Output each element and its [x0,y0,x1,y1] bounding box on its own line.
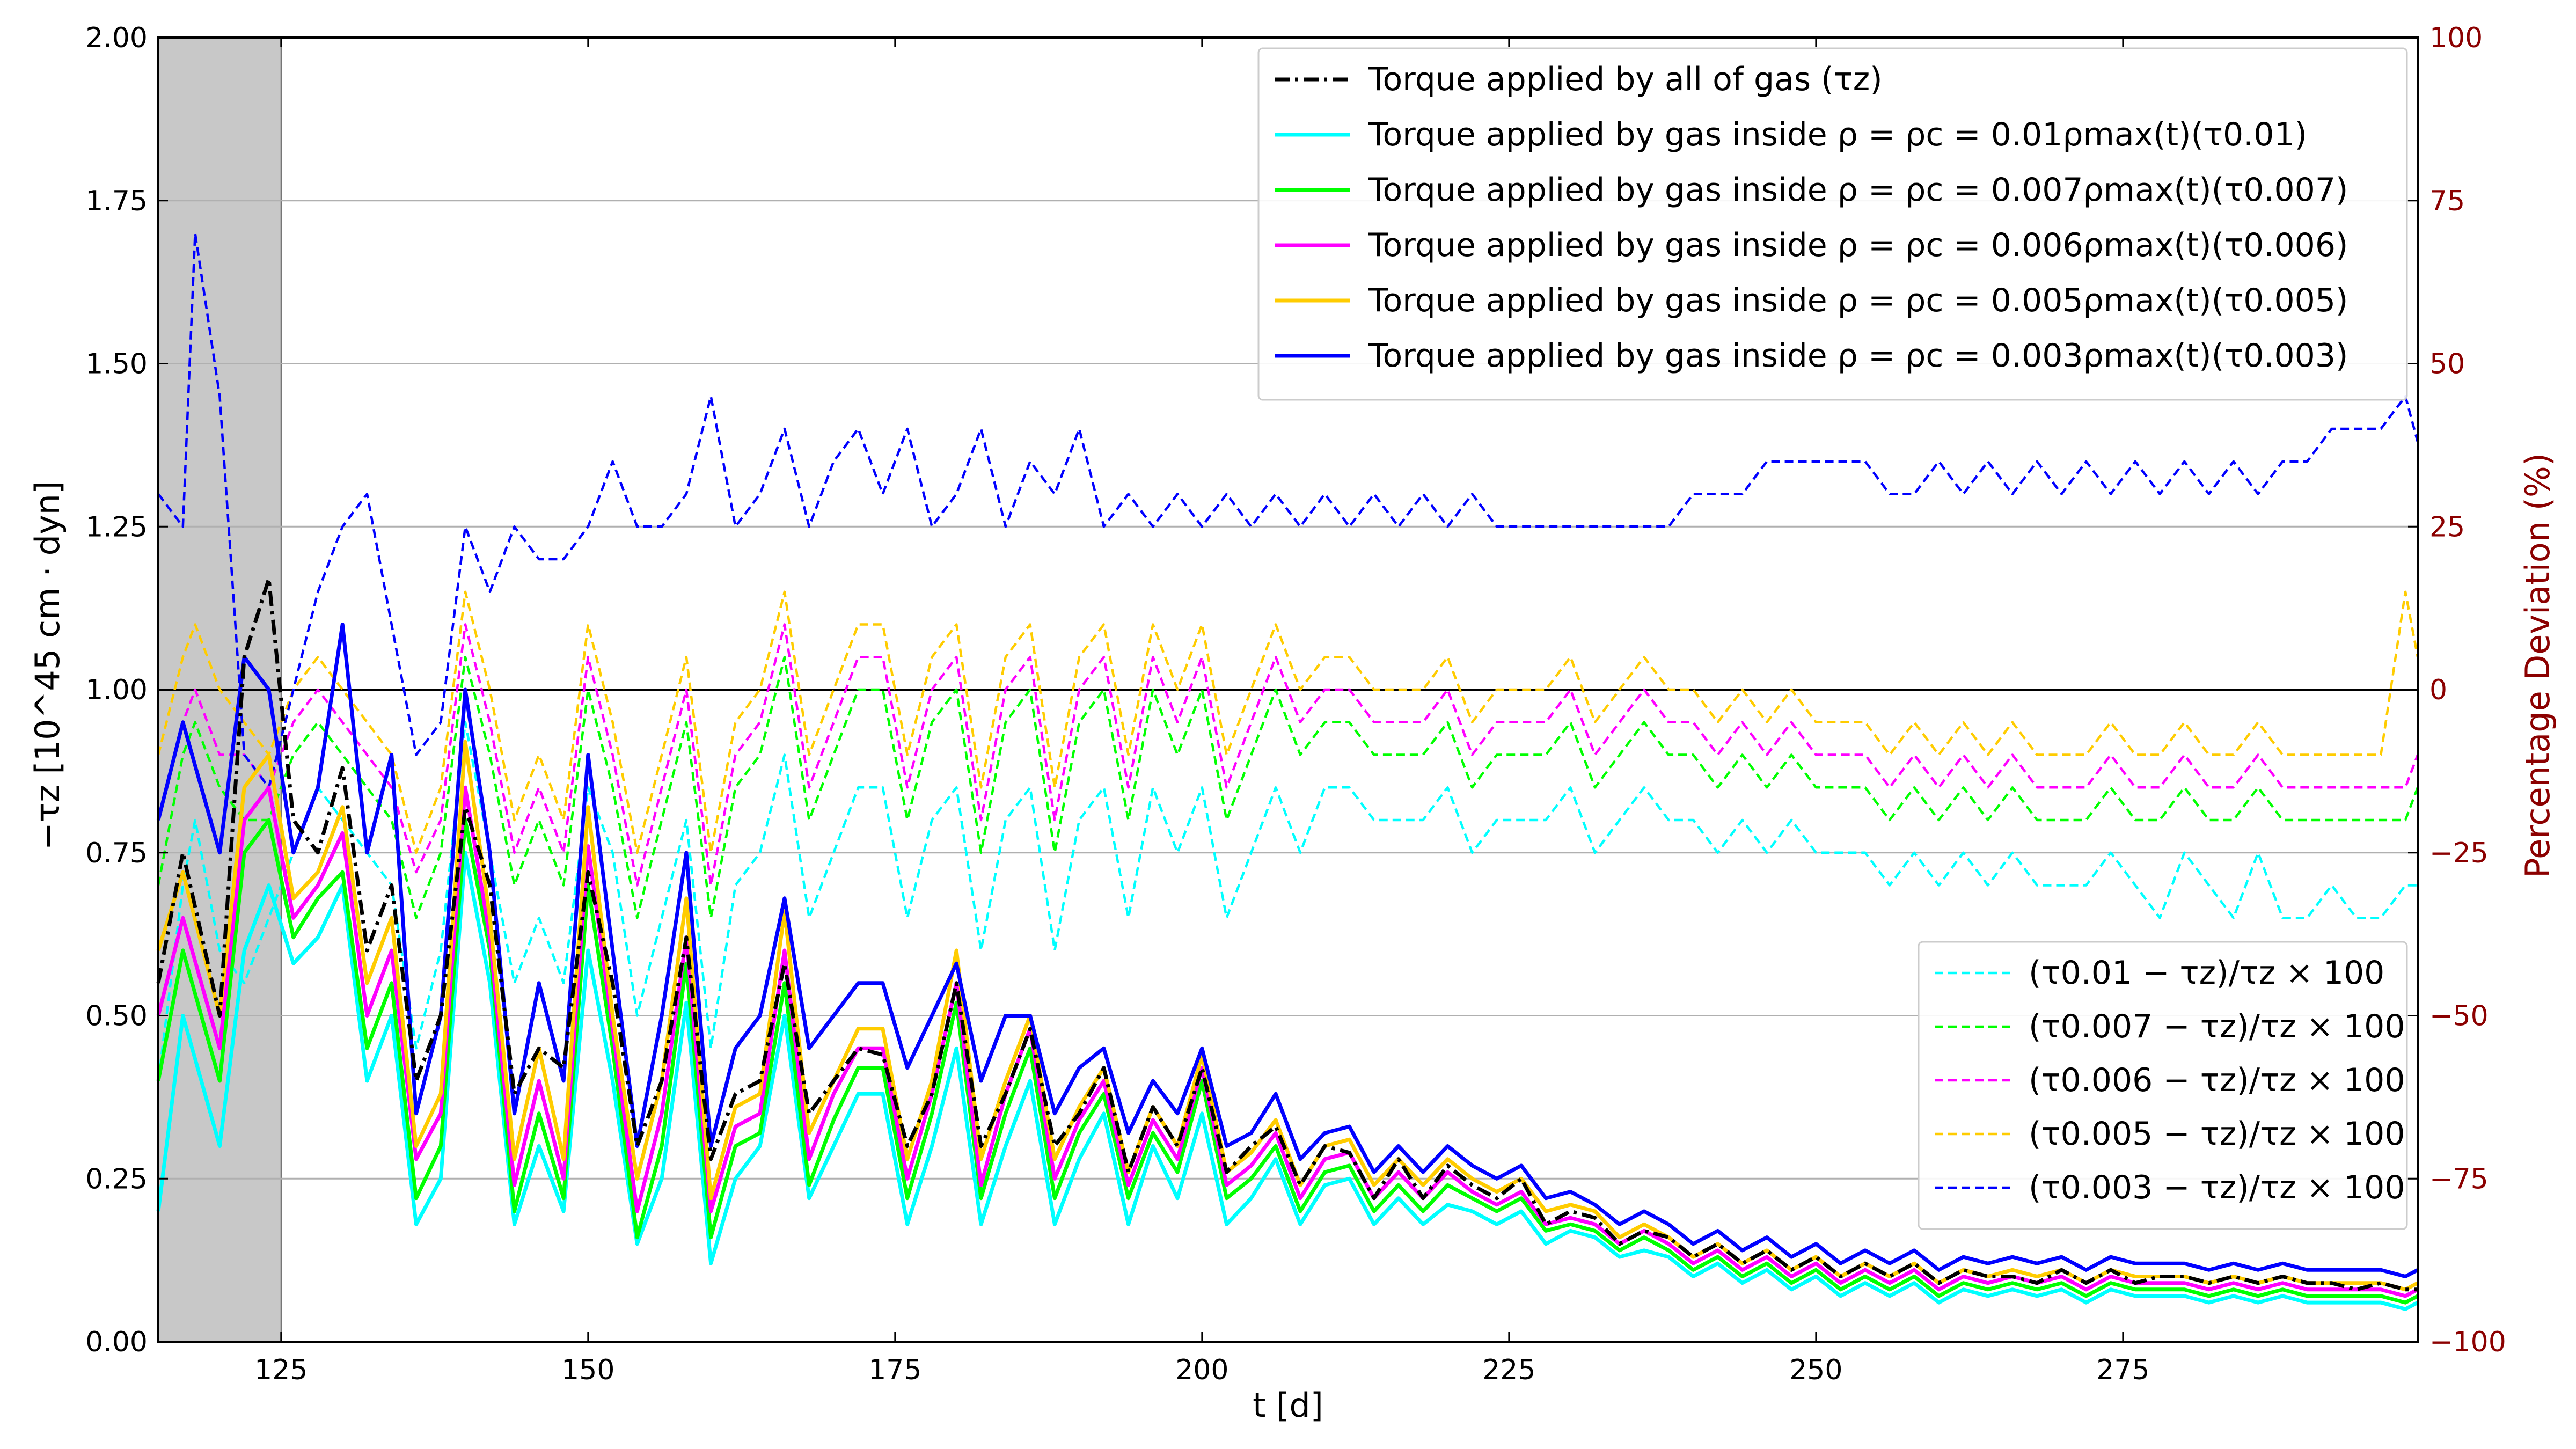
legend-upper-label: Torque applied by gas inside ρ = ρc = 0.… [1368,116,2307,153]
deviation-line-dev-0-007 [157,656,2419,919]
legend-lower-label: (τ0.006 − τz)/τz × 100 [2029,1062,2405,1099]
x-tick-label: 225 [1482,1354,1535,1386]
legend-lower-label: (τ0.005 − τz)/τz × 100 [2029,1115,2405,1153]
series-layer [156,232,2419,1311]
legend-lower-label: (τ0.007 − τz)/τz × 100 [2029,1008,2405,1045]
x-tick-label: 275 [2096,1354,2149,1386]
legend-upper-label: Torque applied by gas inside ρ = ρc = 0.… [1368,226,2348,264]
x-tick-label: 150 [561,1354,614,1386]
y-tick-label-right: 0 [2429,674,2447,706]
axes-layer: 125 150 175 200 225 250 2750.000.250.500.751.0… [85,22,2506,1386]
deviation-line-dev-0-01 [157,721,2418,1081]
y-tick-label-left: 0.25 [85,1163,148,1195]
y-tick-label-right: 50 [2429,348,2465,380]
y-tick-label-left: 0.00 [85,1326,148,1358]
legend-upper-label: Torque applied by gas inside ρ = ρc = 0.… [1368,337,2348,375]
y-tick-label-right: 75 [2429,185,2465,217]
legend-upper-label: Torque applied by gas inside ρ = ρc = 0.… [1368,282,2348,319]
y-tick-label-left: 2.00 [85,22,148,54]
legend-lower-box [1918,941,2408,1230]
x-axis-title: t [d] [1253,1386,1323,1425]
y-axis-title-right: Percentage Deviation (%) [2518,453,2557,878]
y-tick-label-right: 25 [2429,511,2465,543]
y-tick-label-right: −100 [2429,1326,2506,1358]
x-tick-label: 125 [254,1354,308,1386]
torque-line-tau-0-01 [156,851,2419,1311]
legend-upper-label: Torque applied by all of gas (τz) [1368,61,1883,98]
y-axis-title-left: −τz [10^45 cm · dyn] [28,481,67,850]
deviation-line-dev-0-005 [157,590,2419,854]
deviation-line-dev-0-006 [157,623,2419,887]
legend-lower-label: (τ0.01 − τz)/τz × 100 [2029,954,2384,992]
torque-line-tau-0-005 [156,740,2419,1292]
y-tick-label-left: 1.50 [85,348,148,380]
deviation-line-dev-0-003 [157,232,2419,789]
y-tick-label-left: 1.25 [85,511,148,543]
torque-line-tau-0-006 [156,785,2419,1298]
y-tick-label-left: 0.50 [85,1000,148,1033]
y-tick-label-left: 0.75 [85,837,148,869]
torque-line-tau-0-007 [156,818,2419,1305]
legend-upper-box [1257,47,2408,401]
y-tick-label-right: −75 [2429,1163,2489,1195]
y-tick-label-right: 100 [2429,22,2483,54]
legend-layer: Torque applied by all of gas (τz) Torque … [1257,47,2408,1230]
x-tick-label: 250 [1789,1354,1842,1386]
torque-line-tau-0-003 [156,623,2419,1278]
legend-lower-label: (τ0.003 − τz)/τz × 100 [2029,1169,2405,1206]
legend-upper-label: Torque applied by gas inside ρ = ρc = 0.… [1368,171,2348,209]
x-tick-label: 200 [1175,1354,1228,1386]
y-tick-label-right: −50 [2429,1000,2489,1033]
y-tick-label-left: 1.75 [85,185,148,217]
y-tick-label-right: −25 [2429,837,2489,869]
y-tick-label-left: 1.00 [85,674,148,706]
x-tick-label: 175 [868,1354,921,1386]
